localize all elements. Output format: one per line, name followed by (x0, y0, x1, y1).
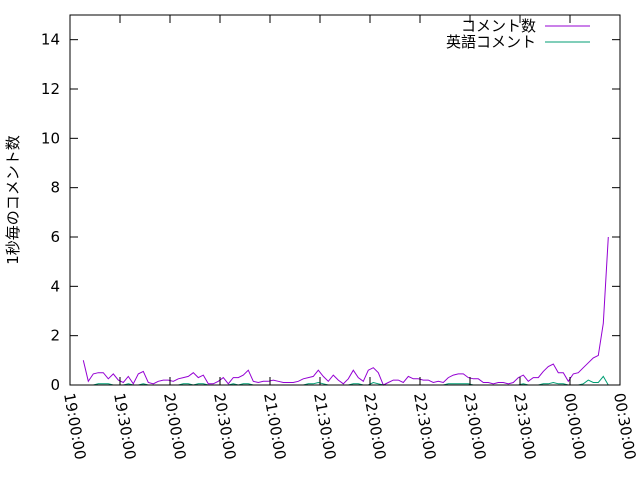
y-tick-label: 0 (50, 376, 60, 394)
y-tick-label: 6 (50, 228, 60, 246)
y-tick-label: 2 (50, 327, 60, 345)
y-axis-label: 1秒毎のコメント数 (4, 135, 22, 265)
legend: コメント数 英語コメント (446, 17, 590, 51)
legend-label-0: コメント数 (461, 17, 536, 35)
x-tick-label: 19:30:00 (110, 392, 139, 461)
x-axis: 19:00:00 19:30:00 20:00:00 20:30:00 21:00:00… (60, 15, 639, 461)
x-tick-label: 22:30:00 (410, 392, 439, 461)
y-tick-label: 14 (41, 31, 60, 49)
series-layer (82, 236, 609, 386)
x-tick-label: 21:00:00 (260, 392, 289, 461)
x-tick-label: 22:00:00 (360, 392, 389, 461)
x-tick-label: 20:00:00 (160, 392, 189, 461)
series-line-0 (82, 236, 609, 386)
y-tick-label: 10 (41, 129, 60, 147)
x-tick-label: 00:30:00 (610, 392, 639, 461)
x-tick-label: 19:00:00 (60, 392, 89, 461)
plot-frame (69, 14, 621, 386)
legend-label-1: 英語コメント (446, 33, 536, 51)
x-tick-label: 21:30:00 (310, 392, 339, 461)
y-tick-label: 8 (50, 179, 60, 197)
y-tick-label: 12 (41, 80, 60, 98)
y-axis: 0 2 4 6 8 10 12 14 (41, 31, 620, 394)
y-tick-label: 4 (50, 277, 60, 295)
x-tick-label: 00:00:00 (560, 392, 589, 461)
x-tick-label: 23:30:00 (510, 392, 539, 461)
x-tick-label: 23:00:00 (460, 392, 489, 461)
x-tick-label: 20:30:00 (210, 392, 239, 461)
